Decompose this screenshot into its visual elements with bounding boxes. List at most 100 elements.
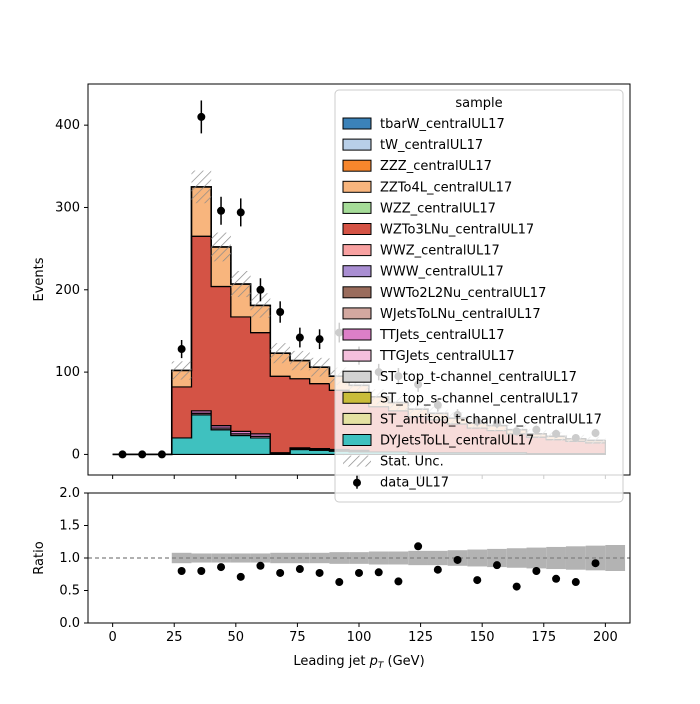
legend-label-13: ST_top_s-channel_centralUL17 [380,391,579,406]
legend-label-5: WZTo3LNu_centralUL17 [380,223,534,238]
main-ytick-label-0: 0 [72,447,80,462]
legend-swatch-2 [342,159,372,172]
legend-swatch-3 [342,180,372,193]
legend-swatch-stat-unc [343,455,371,467]
legend-swatch-7 [342,265,372,278]
stat-unc-band-9 [290,350,310,371]
ratio-unc-band-8 [329,552,350,564]
ratio-point-3 [236,572,245,581]
legend-label-15: DYJetsToLL_centralUL17 [380,434,534,449]
data-point-7 [256,285,265,294]
legend-swatch-8 [342,286,372,299]
ratio-point-14 [453,555,462,564]
ratio-xtick-label-3: 75 [289,630,306,645]
data-point-5 [217,206,226,215]
ratio-point-11 [394,577,403,586]
ratio-point-4 [256,561,265,570]
legend: sample tbarW_centralUL17 tW_centralUL17 ZZZ… [334,89,624,503]
ratio-point-7 [315,568,324,577]
legend-swatch-13 [342,391,372,404]
legend-label-7: WWW_centralUL17 [380,265,504,280]
ratio-xtick-label-0: 0 [108,630,116,645]
ratio-unc-band-9 [349,552,369,564]
ratio-xtick-label-5: 125 [408,630,433,645]
legend-swatch-10 [342,328,372,341]
legend-title: sample [455,96,502,111]
main-ytick-label-2: 200 [55,283,80,298]
legend-label-0: tbarW_centralUL17 [380,117,505,132]
ratio-point-0 [177,567,186,575]
legend-label-9: WJetsToLNu_centralUL17 [380,307,541,322]
ratio-unc-band-20 [565,546,586,570]
legend-label-data: data_UL17 [380,476,449,491]
legend-data-marker [353,478,361,487]
data-point-6 [236,208,245,217]
ratio-unc-band-15 [467,549,488,567]
ratio-point-8 [335,578,344,587]
legend-swatch-0 [342,117,372,130]
stat-unc-band-3 [171,361,192,380]
ratio-ytick-label-2: 1.0 [59,551,80,566]
ratio-xtick-label-1: 25 [166,630,183,645]
ratio-point-21 [591,559,600,568]
ratio-ytick-label-3: 1.5 [59,519,80,534]
ratio-unc-band-19 [546,546,566,570]
legend-label-stat-unc: Stat. Unc. [380,455,444,470]
legend-label-8: WWTo2L2Nu_centralUL17 [380,286,546,301]
legend-label-2: ZZZ_centralUL17 [380,159,492,174]
ratio-content [88,542,630,591]
ratio-point-5 [276,568,285,577]
stat-unc-band-6 [230,270,251,298]
legend-swatch-12 [342,370,372,383]
legend-swatch-1 [342,138,372,151]
ratio-ytick-label-4: 2.0 [59,486,80,501]
ratio-point-19 [552,574,561,583]
data-point-1 [138,450,147,459]
legend-swatch-5 [342,223,372,235]
legend-swatch-4 [342,201,372,214]
stat-unc-band-4 [191,170,212,204]
ratio-xtick-label-6: 150 [470,630,495,645]
ratio-point-17 [512,582,521,591]
ratio-ylabel: Ratio [32,541,47,574]
legend-box [334,89,624,503]
stat-unc-band-8 [270,343,291,364]
ratio-point-18 [532,567,541,575]
main-ytick-label-1: 100 [55,365,80,380]
ratio-point-12 [414,542,423,551]
data-point-10 [315,335,324,344]
legend-label-1: tW_centralUL17 [380,138,483,153]
legend-swatch-14 [342,412,372,425]
stat-unc-band-5 [211,232,231,262]
data-point-2 [157,450,166,459]
ratio-point-16 [492,561,501,570]
legend-label-14: ST_antitop_t-channel_centralUL17 [380,412,602,427]
ratio-point-13 [433,565,442,574]
ratio-unc-band-13 [427,550,448,566]
data-point-4 [197,112,206,121]
ratio-unc-band-4 [250,553,271,563]
ratio-ytick-label-1: 0.5 [59,584,80,599]
ratio-xtick-label-7: 175 [531,630,556,645]
data-point-9 [295,333,304,342]
ratio-point-20 [571,578,580,587]
legend-label-6: WWZ_centralUL17 [380,244,500,259]
ratio-ytick-label-0: 0.0 [59,616,80,631]
main-ytick-label-3: 300 [55,200,80,215]
ratio-panel: 0.0 0.5 1.0 1.5 2.0 0 25 50 75 100 125 150 175 200 Rat… [32,486,631,671]
stat-unc-band-10 [309,357,330,377]
ratio-xtick-label-8: 200 [593,630,618,645]
legend-swatch-6 [342,244,372,257]
main-ylabel: Events [32,257,47,301]
ratio-xtick-label-4: 100 [347,630,372,645]
ratio-point-9 [355,568,363,577]
legend-swatch-9 [342,307,372,320]
legend-label-4: WZZ_centralUL17 [380,201,496,216]
legend-label-10: TTJets_centralUL17 [379,328,505,343]
stat-unc-band-7 [250,293,271,318]
ratio-unc-band-3 [230,553,251,563]
ratio-point-2 [217,563,226,572]
legend-label-12: ST_top_t-channel_centralUL17 [380,370,577,385]
main-ytick-label-4: 400 [55,118,80,133]
